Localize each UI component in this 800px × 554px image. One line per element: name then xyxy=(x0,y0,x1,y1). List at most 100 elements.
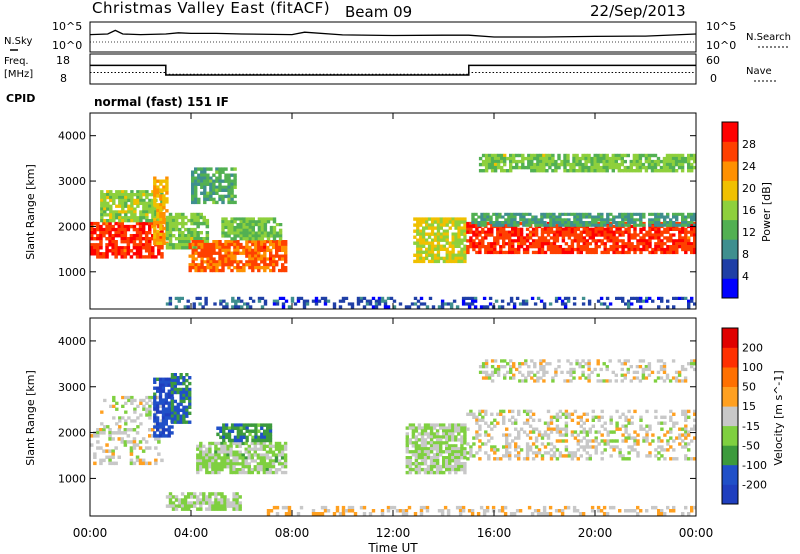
heatmap-cell-8 xyxy=(435,453,440,457)
heatmap-cell-7 xyxy=(353,512,358,516)
heatmap-cell-12 xyxy=(591,223,595,227)
heatmap-cell-10 xyxy=(484,362,489,366)
heatmap-cell-9 xyxy=(570,457,575,461)
heatmap-cell-1 xyxy=(103,398,107,403)
heatmap-cell-5 xyxy=(212,242,216,247)
heatmap-cell-10 xyxy=(624,250,628,255)
heatmap-cell-9 xyxy=(591,415,595,419)
heatmap-cell-10 xyxy=(623,373,627,377)
heatmap-cell-1 xyxy=(139,216,143,220)
heatmap-cell-3 xyxy=(188,402,192,407)
heatmap-cell-10 xyxy=(475,242,479,246)
heatmap-cell-6 xyxy=(245,231,249,235)
heatmap-cell-8 xyxy=(651,299,655,303)
heatmap-cell-9 xyxy=(549,421,554,425)
heatmap-cell-11 xyxy=(490,156,495,161)
heatmap-cell-8 xyxy=(428,296,433,300)
heatmap-cell-4 xyxy=(218,182,222,186)
heatmap-cell-10 xyxy=(552,233,557,237)
heatmap-cell-9 xyxy=(522,430,527,434)
heatmap-cell-6 xyxy=(245,225,249,230)
heatmap-cell-4 xyxy=(227,200,231,205)
heatmap-cell-12 xyxy=(627,218,631,222)
heatmap-cell-9 xyxy=(463,244,467,248)
heatmap-cell-4 xyxy=(214,444,218,448)
heatmap-cell-9 xyxy=(454,253,458,257)
colorbar-segment xyxy=(722,258,738,279)
heatmap-cell-10 xyxy=(606,247,610,252)
heatmap-cell-9 xyxy=(663,433,667,437)
heatmap-cell-8 xyxy=(563,296,568,300)
heatmap-cell-5 xyxy=(216,432,220,437)
heatmap-cell-2 xyxy=(159,223,163,228)
heatmap-cell-9 xyxy=(496,412,500,416)
heatmap-cell-10 xyxy=(509,376,513,380)
heatmap-cell-11 xyxy=(539,162,543,167)
heatmap-cell-10 xyxy=(487,245,491,249)
heatmap-cell-4 xyxy=(191,191,195,195)
heatmap-cell-3 xyxy=(170,414,175,418)
heatmap-cell-2 xyxy=(167,428,171,432)
heatmap-cell-10 xyxy=(684,233,688,237)
heatmap-cell-3 xyxy=(202,240,206,244)
heatmap-cell-10 xyxy=(594,245,598,249)
heatmap-cell-4 xyxy=(220,447,224,451)
heatmap-cell-10 xyxy=(591,239,595,243)
heatmap-cell-4 xyxy=(259,465,264,469)
heatmap-cell-10 xyxy=(624,230,628,234)
heatmap-cell-4 xyxy=(259,444,264,448)
heatmap-cell-9 xyxy=(472,415,476,419)
heatmap-cell-2 xyxy=(156,203,160,207)
heatmap-cell-2 xyxy=(158,425,163,429)
heatmap-cell-9 xyxy=(570,433,575,437)
heatmap-cell-4 xyxy=(271,462,276,466)
heatmap-cell-10 xyxy=(484,247,488,252)
heatmap-cell-10 xyxy=(591,247,595,252)
heatmap-cell-10 xyxy=(633,247,637,252)
heatmap-cell-8 xyxy=(448,453,452,457)
heatmap-cell-6 xyxy=(236,231,240,235)
heatmap-cell-8 xyxy=(452,299,457,303)
heatmap-cell-3 xyxy=(168,224,173,229)
heatmap-cell-2 xyxy=(167,434,171,438)
heatmap-cell-3 xyxy=(179,373,183,377)
heatmap-cell-9 xyxy=(454,256,458,261)
heatmap-cell-10 xyxy=(687,239,691,243)
heatmap-cell-10 xyxy=(579,250,583,255)
heatmap-cell-0 xyxy=(129,224,134,229)
heatmap-cell-5 xyxy=(221,266,225,270)
heatmap-cell-12 xyxy=(666,215,670,219)
heatmap-cell-3 xyxy=(173,399,177,404)
heatmap-cell-10 xyxy=(531,245,536,249)
heatmap-cell-11 xyxy=(584,156,588,161)
heatmap-cell-1 xyxy=(151,213,155,217)
heatmap-cell-11 xyxy=(665,156,670,161)
heatmap-cell-12 xyxy=(651,218,655,222)
heatmap-cell-12 xyxy=(660,215,664,219)
heatmap-cell-5 xyxy=(200,254,204,258)
heatmap-cell-8 xyxy=(420,426,425,430)
heatmap-cell-0 xyxy=(123,227,128,232)
heatmap-cell-9 xyxy=(442,247,446,251)
heatmap-cell-10 xyxy=(576,233,580,237)
heatmap-cell-8 xyxy=(405,438,409,442)
heatmap-cell-5 xyxy=(268,438,273,443)
heatmap-cell-0 xyxy=(120,255,124,259)
heatmap-cell-9 xyxy=(645,439,649,443)
heatmap-cell-5 xyxy=(257,254,261,258)
heatmap-cell-10 xyxy=(519,245,524,249)
heatmap-cell-3 xyxy=(179,402,183,407)
heatmap-cell-8 xyxy=(420,429,425,433)
heatmap-cell-4 xyxy=(218,179,222,183)
heatmap-cell-10 xyxy=(672,233,676,237)
heatmap-cell-9 xyxy=(493,451,497,455)
heatmap-cell-0 xyxy=(105,249,109,253)
heatmap-cell-10 xyxy=(681,245,685,249)
heatmap-cell-10 xyxy=(469,236,473,240)
heatmap-cell-10 xyxy=(657,245,661,249)
heatmap-cell-5 xyxy=(233,260,237,264)
heatmap-cell-10 xyxy=(675,245,679,249)
heatmap-cell-10 xyxy=(540,242,545,246)
heatmap-cell-0 xyxy=(105,443,109,447)
heatmap-cell-12 xyxy=(552,223,556,227)
